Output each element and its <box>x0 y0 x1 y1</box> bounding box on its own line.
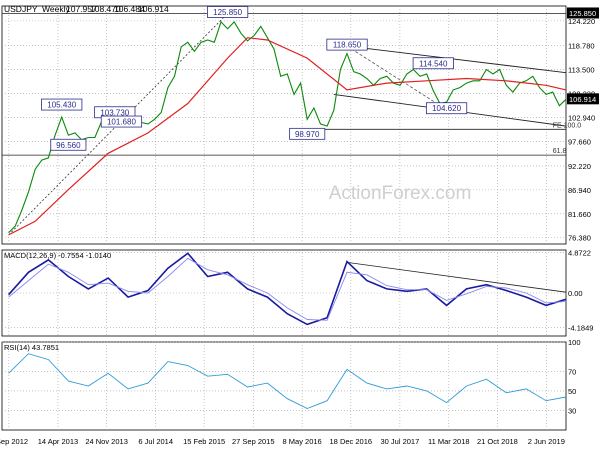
x-tick-label: 2 Sep 2012 <box>0 437 28 446</box>
rsi-tick-label: 70 <box>568 367 576 376</box>
price-annotation-label: 125.850 <box>213 8 242 17</box>
price-tick-label: 113.500 <box>568 65 595 74</box>
watermark-text: ActionForex.com <box>329 183 472 204</box>
macd-tick-label: 4.8722 <box>568 249 591 258</box>
rsi-tick-label: 50 <box>568 387 576 396</box>
chart-header-timeframe: Weekly <box>42 4 70 14</box>
signal-line <box>8 257 567 321</box>
macd-line <box>8 252 567 326</box>
price-tick-label: 92.220 <box>568 162 591 171</box>
axis-layer: 2 Sep 2012 14 Apr 2013 24 Nov 2013 6 Jul 20… <box>0 7 599 446</box>
x-tick-label: 8 May 2016 <box>283 437 322 446</box>
price-tick-label: 124.220 <box>568 17 595 26</box>
price-annotation-box <box>206 6 249 18</box>
rsi-tick-label: 30 <box>568 406 576 415</box>
price-panel-frame <box>1 5 567 245</box>
chart-header-open: 107.957 <box>66 4 97 14</box>
grid-layer <box>1 5 567 431</box>
price-annotation-label: 101.680 <box>107 118 136 127</box>
x-tick-label: 30 Jul 2017 <box>380 437 419 446</box>
x-tick-label: 18 Dec 2016 <box>330 437 373 446</box>
high-level-badge <box>567 7 599 19</box>
high-level-value: 125.850 <box>569 9 596 18</box>
chart-header-close: 106.914 <box>138 4 169 14</box>
price-annotation-label: 104.620 <box>432 104 461 113</box>
price-annotation-box <box>326 38 368 51</box>
rsi-tick-label: 100 <box>568 338 581 347</box>
chart-header-high: 108.470 <box>90 4 121 14</box>
moving-average-line <box>8 37 567 236</box>
price-annotation-label: 105.430 <box>47 101 76 110</box>
macd-trendline <box>346 262 567 293</box>
price-tick-label: 76.380 <box>568 234 591 243</box>
macd-title: MACD(12,26,9) -0.7554 -1.0140 <box>4 251 111 260</box>
rsi-title: RSI(14) 43.7851 <box>4 343 59 352</box>
chart-header-low: 106.484 <box>114 4 145 14</box>
price-tick-label: 102.940 <box>568 113 595 122</box>
price-line <box>8 20 567 234</box>
dashed-projection-line <box>346 45 447 111</box>
macd-panel: MACD(12,26,9) -0.7554 -1.0140 <box>4 251 567 326</box>
channel-upper-line <box>346 45 567 74</box>
price-annotation-label: 114.540 <box>419 59 448 68</box>
x-tick-label: 11 Mar 2018 <box>428 437 470 446</box>
price-annotation-box <box>412 57 454 70</box>
price-annotation-label: 103.730 <box>100 108 129 117</box>
last-price-badge <box>567 93 599 105</box>
price-tick-label: 86.940 <box>568 186 591 195</box>
price-tick-label: 81.660 <box>568 210 591 219</box>
price-annotation-box <box>289 127 326 140</box>
rsi-panel: RSI(14) 43.7851 <box>4 343 567 409</box>
price-tick-label: 118.780 <box>568 42 595 51</box>
x-tick-label: 6 Jul 2014 <box>138 437 173 446</box>
price-annotation-box <box>50 138 87 151</box>
price-annotation-label: 98.970 <box>295 130 320 139</box>
x-tick-label: 21 Oct 2018 <box>477 437 518 446</box>
price-annotation-box <box>425 102 468 115</box>
price-annotation-box <box>100 115 143 128</box>
price-annotation-label: 96.560 <box>56 141 81 150</box>
x-tick-label: 2 Jun 2019 <box>528 437 565 446</box>
x-tick-label: 27 Sep 2015 <box>232 437 275 446</box>
x-tick-label: 14 Apr 2013 <box>38 437 78 446</box>
price-tick-label: 97.660 <box>568 137 591 146</box>
x-tick-label: 24 Nov 2013 <box>85 437 128 446</box>
macd-tick-label: -4.1849 <box>568 324 593 333</box>
chart-header-symbol: USDJPY <box>4 4 38 14</box>
rsi-line <box>8 353 567 409</box>
price-panel: 125.850 118.650 114.540 104.620 105.430 103.7… <box>2 6 582 236</box>
level-annotation-label: FE 100.0 <box>553 122 582 129</box>
price-annotation-label: 118.650 <box>333 41 362 50</box>
level-annotation-label: 61.8 <box>553 148 567 155</box>
macd-tick-label: 0.00 <box>568 289 583 298</box>
price-annotation-box <box>41 98 83 111</box>
x-tick-label: 15 Feb 2015 <box>183 437 225 446</box>
last-price-value: 106.914 <box>569 95 596 104</box>
